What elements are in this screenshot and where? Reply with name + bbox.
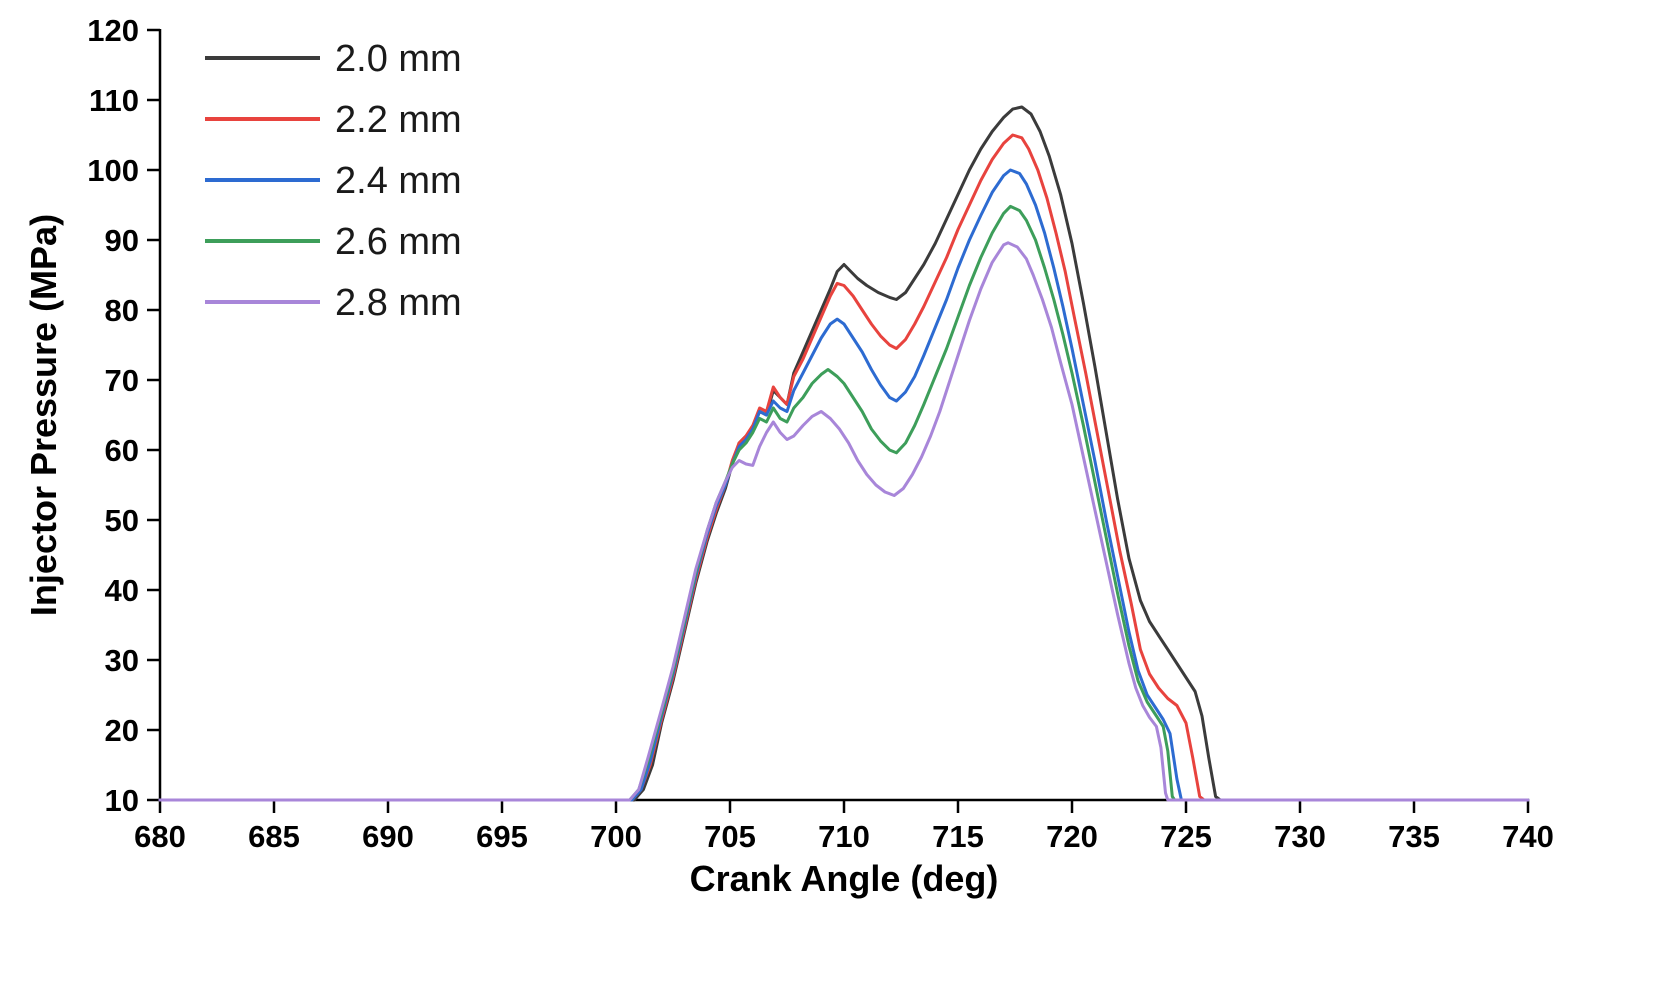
y-axis-title: Injector Pressure (MPa): [23, 213, 64, 617]
series-line-2.0-mm: [158, 105, 1530, 802]
legend-label-2.2-mm: 2.2 mm: [335, 99, 462, 141]
x-tick-label: 730: [1274, 819, 1326, 854]
x-tick-label: 735: [1388, 819, 1440, 854]
x-tick-label: 705: [704, 819, 756, 854]
legend-label-2.6-mm: 2.6 mm: [335, 221, 462, 263]
legend-label-2.4-mm: 2.4 mm: [335, 160, 462, 202]
y-tick-label: 20: [105, 713, 139, 748]
y-tick-label: 100: [87, 153, 139, 188]
y-tick-label: 60: [105, 433, 139, 468]
legend-label-2.0-mm: 2.0 mm: [335, 38, 462, 80]
x-tick-label: 715: [932, 819, 984, 854]
y-tick-label: 70: [105, 363, 139, 398]
y-tick-label: 90: [105, 223, 139, 258]
x-tick-label: 695: [476, 819, 528, 854]
y-tick-label: 30: [105, 643, 139, 678]
x-tick-label: 740: [1502, 819, 1554, 854]
y-tick-label: 80: [105, 293, 139, 328]
y-tick-label: 120: [87, 13, 139, 48]
x-tick-label: 720: [1046, 819, 1098, 854]
y-tick-label: 110: [89, 83, 139, 118]
y-tick-label: 10: [105, 783, 139, 818]
x-tick-label: 685: [248, 819, 300, 854]
y-tick-label: 50: [105, 503, 139, 538]
x-axis-title: Crank Angle (deg): [689, 858, 999, 899]
x-tick-label: 725: [1160, 819, 1212, 854]
series-line-2.8-mm: [158, 241, 1530, 802]
x-tick-label: 710: [818, 819, 870, 854]
x-tick-label: 690: [362, 819, 414, 854]
y-tick-label: 40: [105, 573, 139, 608]
x-tick-label: 680: [134, 819, 186, 854]
legend-label-2.8-mm: 2.8 mm: [335, 282, 462, 324]
x-tick-label: 700: [590, 819, 642, 854]
